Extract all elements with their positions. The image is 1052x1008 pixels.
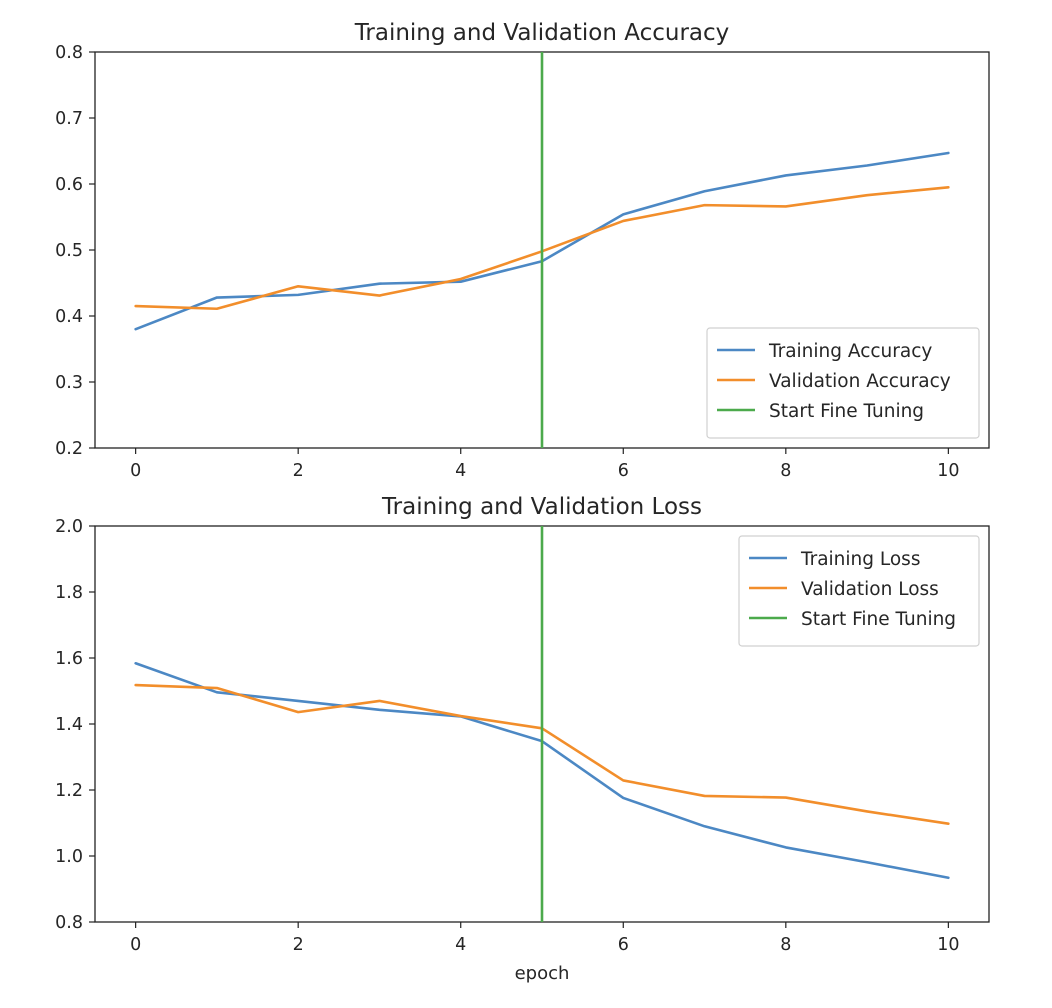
y-tick-label: 1.0: [55, 847, 83, 867]
x-axis-label: epoch: [515, 963, 570, 984]
y-tick-label: 1.4: [55, 715, 83, 735]
y-tick-label: 0.6: [55, 175, 83, 195]
legend-label: Validation Loss: [801, 579, 939, 600]
y-tick-label: 0.3: [55, 373, 83, 393]
x-tick-label: 8: [780, 461, 791, 481]
chart-title: Training and Validation Loss: [381, 494, 702, 520]
x-tick-label: 0: [130, 935, 141, 955]
legend: Training Loss Validation Loss Start Fine T…: [738, 535, 980, 647]
legend-box: [706, 327, 980, 439]
y-tick-label: 1.6: [55, 649, 83, 669]
legend-label: Start Fine Tuning: [801, 609, 956, 630]
x-tick-label: 4: [455, 461, 466, 481]
x-tick-label: 2: [293, 461, 304, 481]
x-tick-label: 4: [455, 935, 466, 955]
legend-label: Start Fine Tuning: [769, 401, 924, 422]
x-tick-label: 10: [937, 461, 959, 481]
x-tick-label: 6: [618, 935, 629, 955]
x-tick-label: 8: [780, 935, 791, 955]
y-tick-label: 1.8: [55, 583, 83, 603]
x-tick-label: 10: [937, 935, 959, 955]
accuracy-chart: Training and Validation Accuracy 0 2 4 6 8 10 0…: [55, 20, 990, 481]
legend-label: Training Accuracy: [768, 341, 932, 362]
x-tick-label: 2: [293, 935, 304, 955]
y-tick-label: 0.7: [55, 109, 83, 129]
y-tick-label: 1.2: [55, 781, 83, 801]
x-tick-label: 6: [618, 461, 629, 481]
y-tick-label: 0.8: [55, 913, 83, 933]
x-tick-label: 0: [130, 461, 141, 481]
y-tick-label: 0.4: [55, 307, 83, 327]
legend-label: Training Loss: [800, 549, 920, 570]
y-tick-label: 0.2: [55, 439, 83, 459]
chart-title: Training and Validation Accuracy: [354, 20, 730, 46]
legend-label: Validation Accuracy: [769, 371, 951, 392]
loss-chart: Training and Validation Loss 0 2 4 6 8 10 0.8 1.…: [55, 494, 990, 984]
y-tick-label: 2.0: [55, 517, 83, 537]
legend: Training Accuracy Validation Accuracy Star…: [706, 327, 980, 439]
y-tick-label: 0.5: [55, 241, 83, 261]
legend-box: [738, 535, 980, 647]
y-tick-label: 0.8: [55, 43, 83, 63]
